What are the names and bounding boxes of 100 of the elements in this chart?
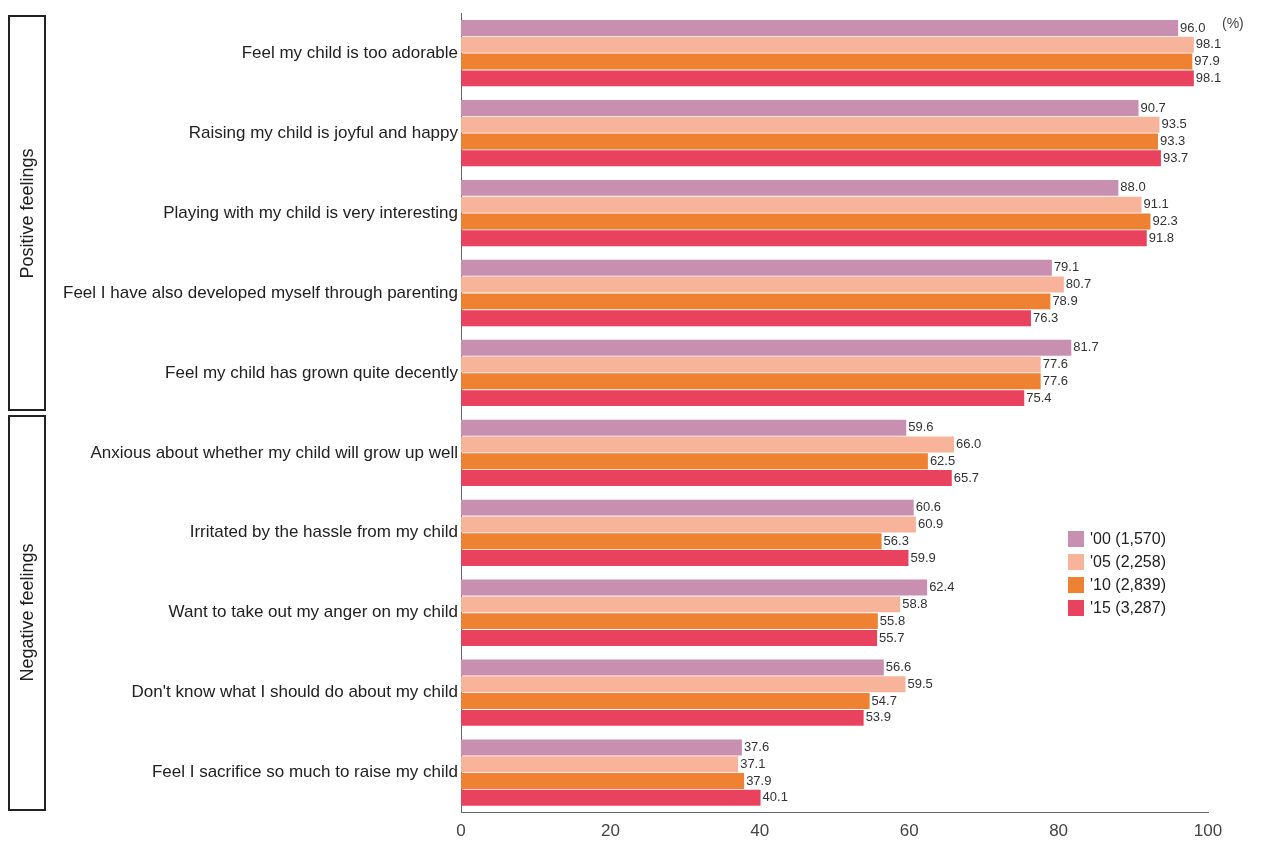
data-label: 88.0 xyxy=(1120,179,1146,195)
legend-label: '15 (3,287) xyxy=(1090,598,1166,617)
bar xyxy=(461,596,901,613)
bar xyxy=(461,310,1031,327)
bar xyxy=(461,659,884,676)
bar xyxy=(461,116,1160,133)
data-label: 79.1 xyxy=(1053,259,1080,275)
bar xyxy=(461,470,952,487)
data-label: 92.3 xyxy=(1152,213,1178,229)
data-label: 60.6 xyxy=(915,499,941,515)
y-tick-label: Feel my child is too adorable xyxy=(241,42,459,62)
y-tick-label: Anxious about whether my child will grow up well xyxy=(90,442,459,462)
bar xyxy=(461,613,878,630)
y-tick-label: Feel I sacrifice so much to raise my child xyxy=(151,762,459,782)
bar xyxy=(461,196,1142,213)
x-tick-label: 0 xyxy=(456,821,466,841)
bar xyxy=(461,453,928,470)
data-label: 62.4 xyxy=(929,579,955,595)
bar xyxy=(461,756,739,773)
data-label: 55.7 xyxy=(879,629,905,645)
data-label: 55.8 xyxy=(879,612,906,628)
text: (%) xyxy=(1222,15,1244,32)
legend-label: '05 (2,258) xyxy=(1090,552,1166,571)
bar xyxy=(461,390,1025,407)
bar xyxy=(461,356,1041,373)
bar xyxy=(461,419,907,436)
data-label: 59.5 xyxy=(907,675,933,691)
bar xyxy=(461,773,745,789)
y-tick-label: Don't know what I should do about my child xyxy=(131,682,459,702)
bar xyxy=(461,230,1147,247)
data-label: 60.9 xyxy=(917,515,944,531)
bar xyxy=(461,373,1041,390)
data-label: 93.3 xyxy=(1159,133,1186,149)
y-tick-label: Playing with my child is very interesting xyxy=(163,202,459,222)
bar xyxy=(461,133,1158,150)
data-label: 90.7 xyxy=(1140,99,1166,115)
data-label: 76.3 xyxy=(1032,309,1059,325)
bar xyxy=(461,676,906,693)
data-label: 62.5 xyxy=(929,452,956,468)
data-label: 56.6 xyxy=(885,659,912,675)
y-tick-label: Feel my child has grown quite decently xyxy=(165,362,459,382)
bar xyxy=(461,516,916,533)
data-label: 75.4 xyxy=(1026,389,1052,405)
data-label: 96.0 xyxy=(1180,19,1206,35)
data-label: 97.9 xyxy=(1194,53,1220,69)
data-label: 80.7 xyxy=(1065,276,1092,292)
bar xyxy=(461,533,882,550)
bar xyxy=(461,579,928,596)
data-label: 91.8 xyxy=(1148,229,1175,245)
bar xyxy=(461,36,1194,53)
bar xyxy=(461,179,1119,196)
data-label: 58.8 xyxy=(902,595,928,611)
bar xyxy=(461,53,1193,70)
bar xyxy=(461,709,864,726)
bar xyxy=(461,339,1072,356)
bar xyxy=(461,259,1052,276)
bar xyxy=(461,20,1179,36)
bar xyxy=(461,789,761,806)
data-label: 98.1 xyxy=(1195,36,1222,52)
data-label: 40.1 xyxy=(762,789,788,805)
bar xyxy=(461,436,955,453)
y-tick-label: Irritated by the hassle from my child xyxy=(189,522,459,542)
legend-label: '10 (2,839) xyxy=(1090,575,1166,594)
data-label: 81.7 xyxy=(1073,339,1099,355)
x-tick-label: 60 xyxy=(899,821,919,841)
data-label: 93.5 xyxy=(1161,116,1187,132)
y-tick-label: Feel I have also developed myself through parenting xyxy=(62,282,459,302)
text: Positive feelings xyxy=(16,147,38,279)
bar xyxy=(461,550,909,566)
legend-label: '00 (1,570) xyxy=(1090,529,1166,548)
data-label: 65.7 xyxy=(953,469,980,485)
bar xyxy=(461,70,1194,87)
bar xyxy=(461,150,1161,167)
bar xyxy=(461,499,914,516)
data-label: 37.9 xyxy=(746,772,772,788)
y-tick-label: Raising my child is joyful and happy xyxy=(188,122,459,142)
text: Negative feelings xyxy=(16,543,38,682)
data-label: 53.9 xyxy=(865,709,891,725)
data-label: 56.3 xyxy=(883,532,909,548)
bar xyxy=(461,293,1051,310)
bar xyxy=(461,739,742,756)
bar xyxy=(461,276,1064,293)
x-tick-label: 20 xyxy=(600,821,620,841)
data-label: 93.7 xyxy=(1162,149,1189,165)
data-label: 91.1 xyxy=(1143,196,1169,212)
data-label: 78.9 xyxy=(1052,292,1078,308)
data-label: 54.7 xyxy=(871,692,897,708)
bar xyxy=(461,99,1139,116)
data-label: 59.6 xyxy=(908,419,934,435)
data-label: 59.9 xyxy=(910,549,936,565)
data-label: 66.0 xyxy=(956,436,982,452)
bar xyxy=(461,629,878,646)
y-tick-label: Want to take out my anger on my child xyxy=(168,602,459,622)
data-label: 37.1 xyxy=(740,755,766,771)
x-tick-label: 80 xyxy=(1049,821,1069,841)
bar xyxy=(461,213,1151,230)
bar xyxy=(461,693,870,710)
x-tick-label: 100 xyxy=(1193,821,1223,841)
data-label: 98.1 xyxy=(1195,69,1222,85)
data-label: 77.6 xyxy=(1042,356,1068,372)
